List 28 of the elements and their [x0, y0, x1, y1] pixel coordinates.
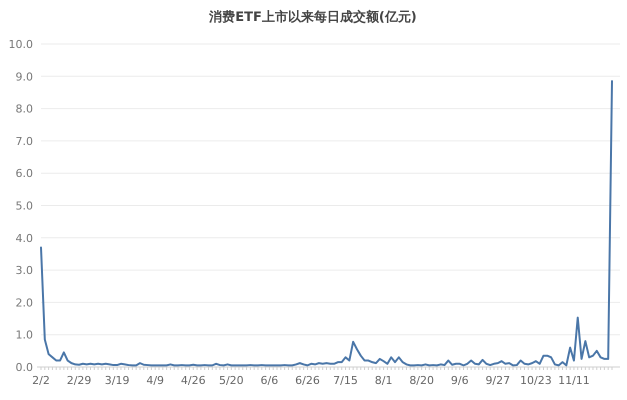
x-tick-label: 9/6 [450, 374, 469, 387]
y-tick-label: 0.0 [16, 361, 33, 374]
y-tick-label: 5.0 [16, 200, 33, 212]
x-tick-label: 4/26 [180, 374, 206, 387]
x-tick-label: 2/2 [32, 374, 50, 387]
y-tick-label: 1.0 [16, 328, 33, 342]
y-tick-label: 3.0 [16, 264, 33, 278]
x-tick-label: 5/20 [218, 374, 244, 387]
x-tick-label: 6/26 [295, 374, 320, 387]
chart-title: 消费ETF上市以来每日成交额(亿元) [208, 9, 417, 25]
x-tick-label: 2/29 [66, 374, 92, 387]
x-tick-label: 7/15 [333, 374, 358, 387]
y-tick-label: 7.0 [16, 134, 33, 148]
x-tick-label: 4/9 [146, 374, 164, 387]
x-tick-label: 9/27 [485, 374, 510, 387]
line-series [40, 80, 613, 366]
x-tick-label: 10/23 [520, 374, 552, 387]
y-tick-label: 9.0 [16, 70, 33, 84]
y-tick-label: 6.0 [16, 167, 33, 180]
y-tick-label: 2.0 [16, 296, 33, 310]
x-tick-label: 3/19 [104, 374, 130, 387]
y-tick-label: 10.0 [8, 38, 33, 51]
x-tick-label: 6/6 [260, 374, 278, 387]
x-tick-label: 11/11 [558, 374, 590, 387]
y-tick-label: 4.0 [16, 232, 33, 245]
x-tick-label: 8/1 [374, 374, 392, 387]
x-tick-label: 8/20 [409, 374, 434, 387]
y-tick-label: 8.0 [16, 102, 33, 116]
